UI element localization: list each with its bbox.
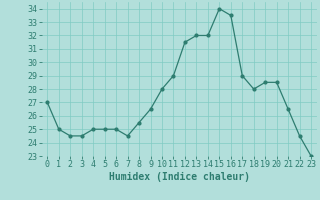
X-axis label: Humidex (Indice chaleur): Humidex (Indice chaleur) [109, 172, 250, 182]
